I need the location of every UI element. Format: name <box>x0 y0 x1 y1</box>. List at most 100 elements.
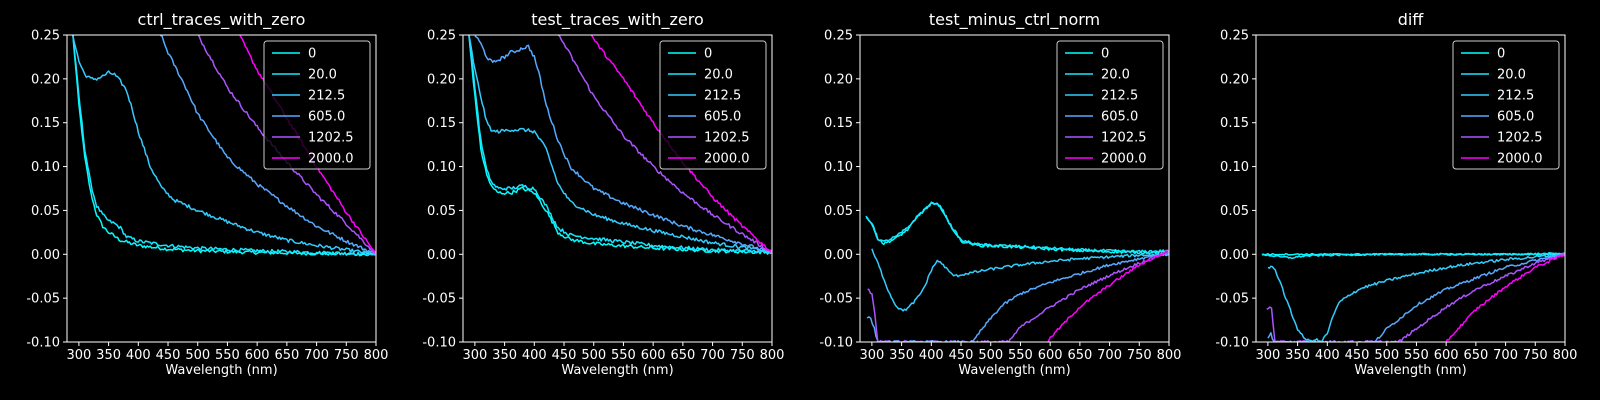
legend-label: 2000.0 <box>1497 152 1543 167</box>
series-line <box>72 35 376 256</box>
series-line <box>556 35 772 254</box>
y-tick-label: 0.10 <box>824 160 853 175</box>
x-tick-label: 600 <box>1038 348 1063 363</box>
y-tick-label: 0.25 <box>427 29 456 44</box>
y-tick-label: -0.05 <box>819 292 853 307</box>
y-tick-label: 0.00 <box>824 248 853 263</box>
x-tick-label: 600 <box>641 348 666 363</box>
legend-label: 1202.5 <box>1101 131 1147 146</box>
legend-label: 212.5 <box>1101 89 1138 104</box>
legend-label: 605.0 <box>1497 110 1534 125</box>
legend-label: 212.5 <box>308 89 345 104</box>
chart-panel-2: 300 350 400 450 500 550 600 650 700 750 800 -0.10 -0… <box>422 10 784 378</box>
chart-title: test_minus_ctrl_norm <box>929 10 1100 30</box>
legend-box <box>263 40 371 170</box>
y-tick-label: 0.15 <box>824 116 853 131</box>
x-axis-label: Wavelength (nm) <box>1354 363 1466 378</box>
x-tick-label: 750 <box>334 348 359 363</box>
x-tick-label: 450 <box>156 348 181 363</box>
legend-label: 605.0 <box>1101 110 1138 125</box>
chart-title: ctrl_traces_with_zero <box>138 10 306 30</box>
y-tick-label: 0.00 <box>427 248 456 263</box>
x-tick-label: 350 <box>889 348 914 363</box>
chart-panel-3: 300 350 400 450 500 550 600 650 700 750 800 -0.10 -0… <box>819 10 1181 378</box>
legend-label: 20.0 <box>704 68 733 83</box>
x-tick-label: 500 <box>185 348 210 363</box>
plot-frame <box>1255 34 1566 343</box>
x-tick-label: 500 <box>978 348 1003 363</box>
x-tick-label: 450 <box>949 348 974 363</box>
x-tick-label: 500 <box>1374 348 1399 363</box>
y-tick-label: 0.05 <box>427 204 456 219</box>
legend: 0 20.0 212.5 605.0 1202.5 2000.0 <box>263 40 371 170</box>
series-group <box>865 201 1169 342</box>
x-tick-label: 650 <box>274 348 299 363</box>
legend-label: 0 <box>1497 47 1505 62</box>
legend-label: 0 <box>1101 47 1109 62</box>
legend-label: 0 <box>308 47 316 62</box>
x-tick-label: 300 <box>1255 348 1280 363</box>
y-tick-label: 0.20 <box>31 72 60 87</box>
x-tick-label: 800 <box>364 348 389 363</box>
series-line <box>72 35 376 257</box>
legend-box <box>1056 40 1164 170</box>
legend-label: 20.0 <box>1497 68 1526 83</box>
y-tick-label: 0.10 <box>427 160 456 175</box>
legend-label: 1202.5 <box>1497 131 1543 146</box>
x-tick-label: 650 <box>1067 348 1092 363</box>
chart-title: diff <box>1398 10 1425 29</box>
y-tick-label: -0.10 <box>1215 336 1249 351</box>
legend-label: 2000.0 <box>308 152 354 167</box>
x-tick-label: 700 <box>700 348 725 363</box>
x-tick-label: 700 <box>304 348 329 363</box>
x-tick-label: 800 <box>760 348 785 363</box>
y-tick-label: -0.05 <box>26 292 60 307</box>
x-tick-label: 750 <box>730 348 755 363</box>
x-tick-label: 300 <box>859 348 884 363</box>
x-tick-label: 450 <box>552 348 577 363</box>
y-tick-label: -0.05 <box>1215 292 1249 307</box>
x-tick-label: 800 <box>1553 348 1578 363</box>
series-line <box>866 251 1169 342</box>
legend-label: 212.5 <box>1497 89 1534 104</box>
series-line <box>1267 252 1565 342</box>
x-tick-label: 400 <box>919 348 944 363</box>
x-tick-label: 550 <box>1008 348 1033 363</box>
y-tick-label: 0.20 <box>1220 72 1249 87</box>
legend-label: 2000.0 <box>704 152 750 167</box>
x-axis-label: Wavelength (nm) <box>561 363 673 378</box>
y-tick-label: 0.25 <box>1220 29 1249 44</box>
series-line <box>1046 250 1169 342</box>
legend: 0 20.0 212.5 605.0 1202.5 2000.0 <box>1452 40 1560 170</box>
x-tick-label: 650 <box>1463 348 1488 363</box>
series-line <box>468 35 772 253</box>
x-tick-label: 400 <box>522 348 547 363</box>
x-tick-label: 650 <box>670 348 695 363</box>
series-line <box>159 35 376 256</box>
series-line <box>468 35 772 254</box>
y-tick-label: 0.25 <box>824 29 853 44</box>
legend-label: 605.0 <box>704 110 741 125</box>
plot-frame <box>462 34 773 343</box>
series-line <box>474 35 772 254</box>
y-tick-label: 0.20 <box>824 72 853 87</box>
x-tick-label: 500 <box>581 348 606 363</box>
x-axis-label: Wavelength (nm) <box>958 363 1070 378</box>
y-tick-label: 0.15 <box>427 116 456 131</box>
x-tick-label: 550 <box>215 348 240 363</box>
legend-box <box>1452 40 1560 170</box>
y-tick-label: 0.15 <box>1220 116 1249 131</box>
y-tick-label: 0.10 <box>31 160 60 175</box>
y-tick-label: 0.05 <box>824 204 853 219</box>
y-tick-label: 0.15 <box>31 116 60 131</box>
series-line <box>1445 253 1565 342</box>
series-group <box>1261 252 1565 342</box>
x-tick-label: 600 <box>245 348 270 363</box>
series-line <box>871 248 1169 312</box>
legend-box <box>659 40 767 170</box>
y-tick-label: 0.25 <box>31 29 60 44</box>
chart-panel-1: 300 350 400 450 500 550 600 650 700 750 800 -0.10 -0… <box>26 10 389 378</box>
legend: 0 20.0 212.5 605.0 1202.5 2000.0 <box>1056 40 1164 170</box>
x-tick-label: 750 <box>1523 348 1548 363</box>
legend-label: 605.0 <box>308 110 345 125</box>
